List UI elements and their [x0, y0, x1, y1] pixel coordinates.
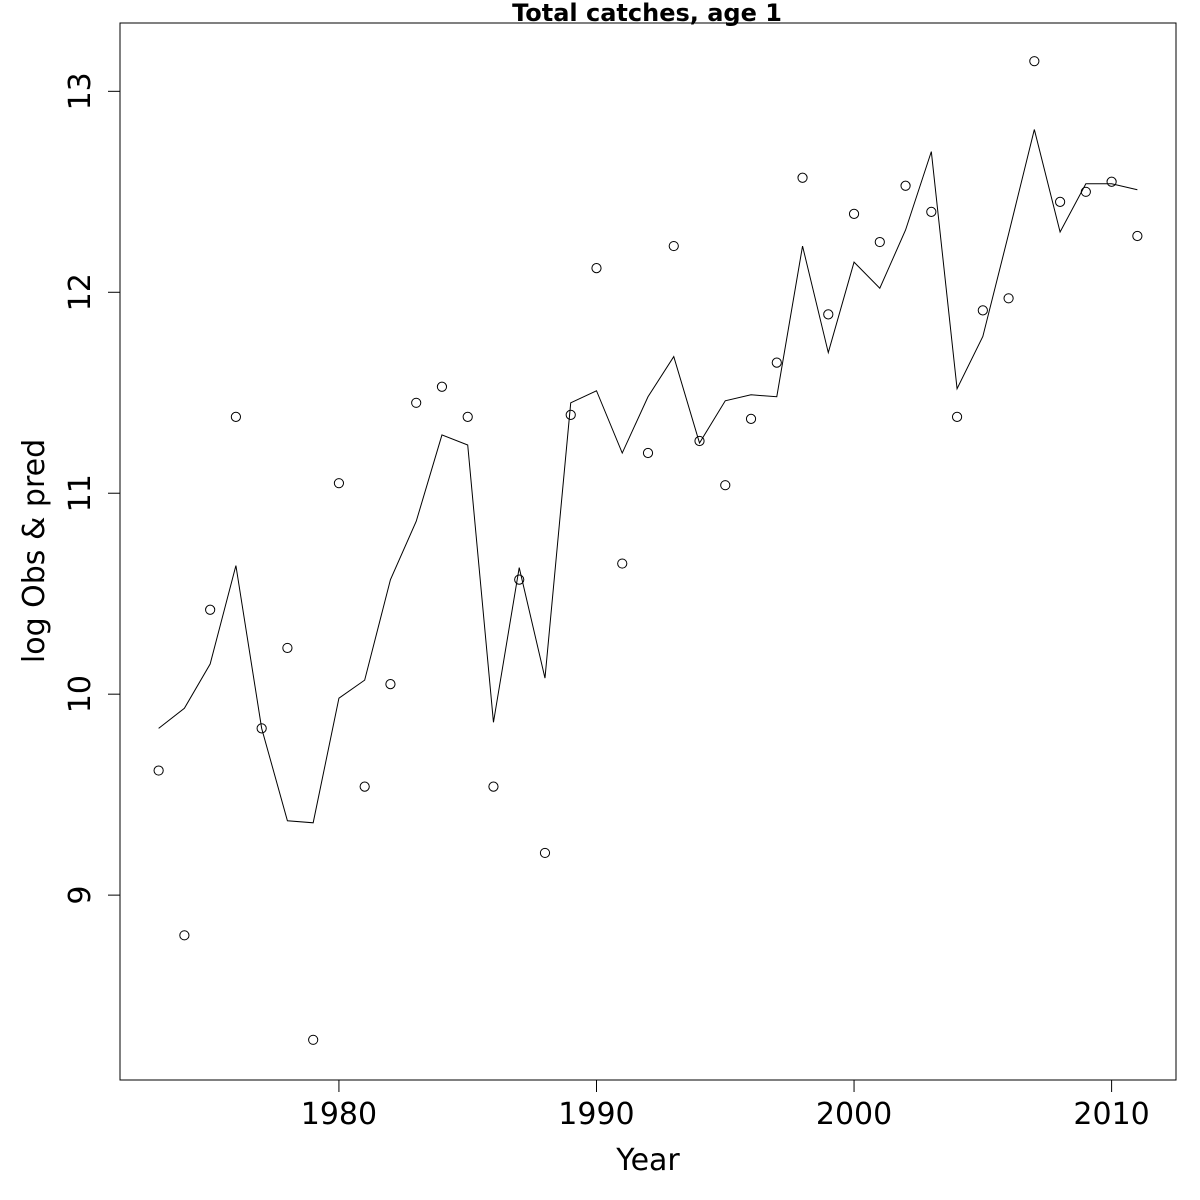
- observed-point: [668, 240, 679, 252]
- observed-point: [977, 305, 988, 316]
- observed-point: [411, 397, 422, 408]
- observed-point: [565, 409, 576, 420]
- x-axis-title: Year: [615, 1143, 680, 1178]
- y-axis: 9 10 11 12 13: [63, 72, 121, 905]
- x-tick-label: 2010: [1073, 1097, 1149, 1132]
- observed-point: [179, 930, 190, 941]
- observed-point: [745, 413, 757, 424]
- observed-point: [900, 180, 911, 191]
- observed-point: [823, 309, 834, 320]
- observed-point: [333, 478, 345, 489]
- observed-point: [617, 558, 628, 569]
- y-tick-label: 10: [63, 675, 98, 713]
- observed-point: [539, 847, 551, 859]
- observed-point: [1080, 186, 1091, 197]
- observed-point: [694, 435, 705, 447]
- x-tick-label: 1990: [558, 1097, 634, 1132]
- observed-point: [797, 172, 808, 183]
- observed-point: [359, 781, 370, 792]
- y-tick-label: 9: [63, 886, 98, 905]
- y-tick-label: 11: [63, 474, 98, 512]
- observed-point: [230, 411, 241, 422]
- observed-point: [153, 765, 164, 776]
- plot-area: [153, 56, 1143, 1045]
- observed-point: [1132, 230, 1143, 242]
- observed-point: [874, 236, 885, 248]
- y-axis-title: log Obs & pred: [17, 439, 52, 663]
- observed-point: [436, 381, 448, 392]
- x-tick-label: 2000: [816, 1097, 892, 1132]
- observed-point: [462, 411, 473, 422]
- observed-point: [951, 411, 963, 422]
- observed-point: [1055, 196, 1066, 207]
- observed-point: [488, 781, 499, 792]
- y-tick-label: 12: [63, 273, 98, 311]
- observed-point: [385, 679, 396, 690]
- observed-point: [282, 642, 293, 654]
- x-tick-label: 1980: [301, 1097, 377, 1132]
- observed-point: [1106, 176, 1117, 187]
- observed-point: [642, 447, 654, 459]
- observed-point: [926, 206, 937, 217]
- y-tick-label: 13: [63, 72, 98, 110]
- plot-frame: [119, 22, 1177, 1081]
- predicted-line: [158, 129, 1138, 824]
- observed-point: [848, 208, 860, 219]
- observed-point: [308, 1034, 319, 1045]
- observed-point: [720, 480, 731, 491]
- observed-point: [1029, 56, 1040, 67]
- x-axis: 1980 1990 2000 2010: [301, 1079, 1150, 1132]
- observed-point: [256, 723, 267, 734]
- observed-point: [205, 604, 216, 615]
- observed-point: [591, 263, 602, 274]
- observed-point: [771, 357, 782, 368]
- observed-point: [514, 574, 525, 585]
- observed-point: [1003, 293, 1014, 304]
